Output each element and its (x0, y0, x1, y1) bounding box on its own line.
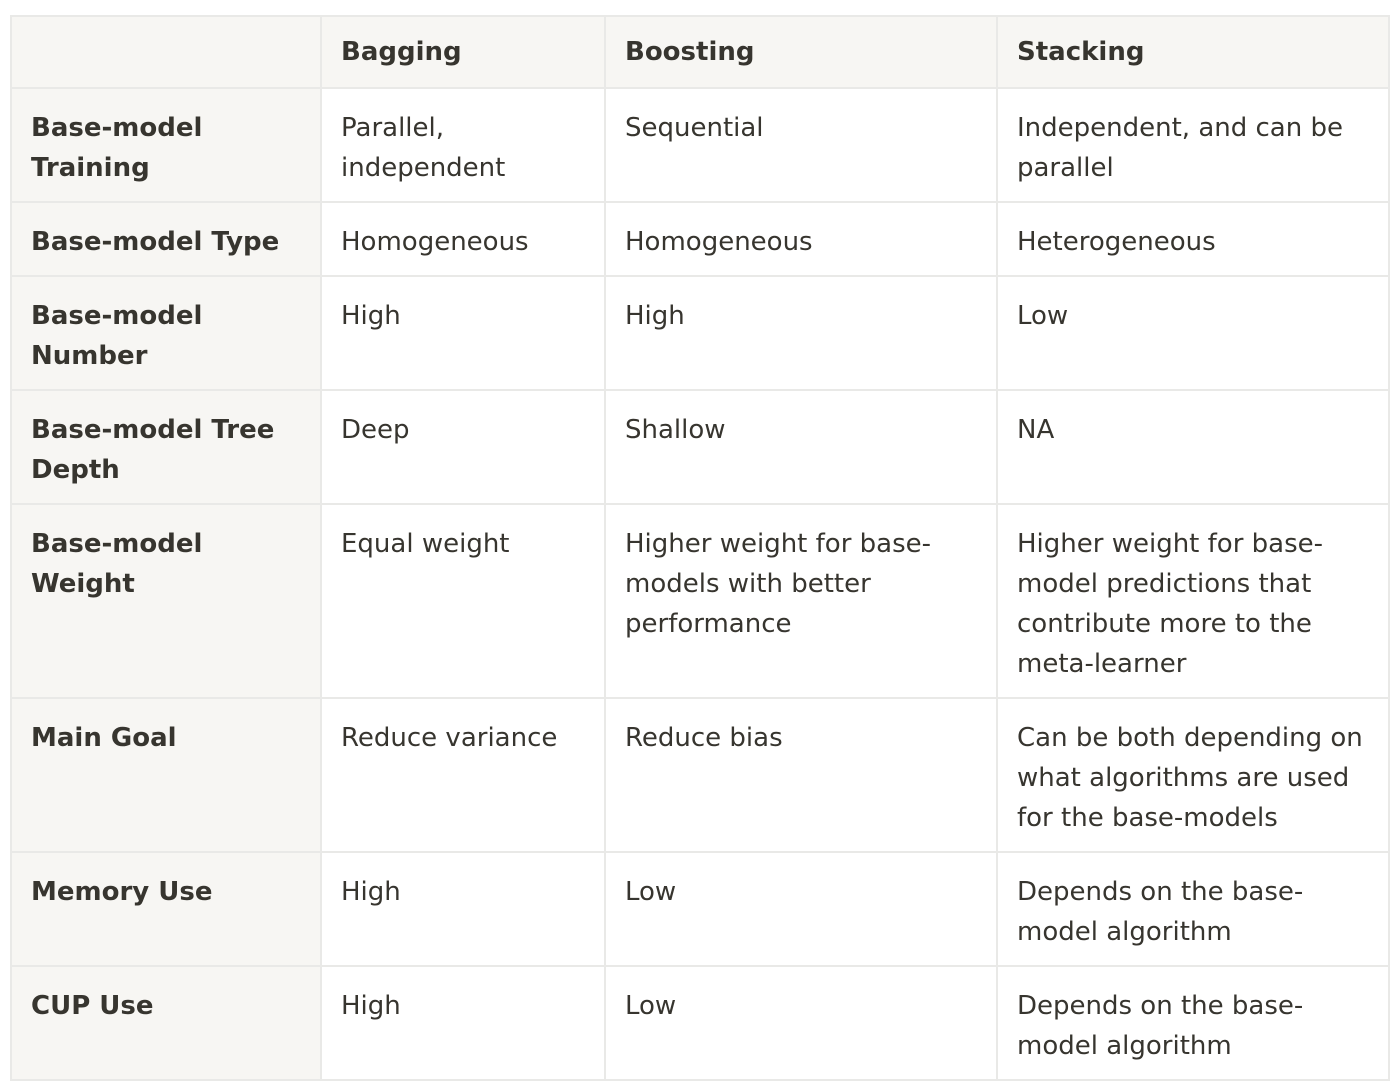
table-cell: Parallel, independent (320, 87, 606, 203)
table-cell: High (320, 965, 606, 1081)
table-cell: Depends on the base-model algorithm (996, 851, 1390, 967)
row-label: Base-model Weight (10, 503, 322, 699)
table-row: Memory Use High Low Depends on the base-… (10, 851, 1390, 967)
table-cell: Equal weight (320, 503, 606, 699)
row-label: Main Goal (10, 697, 322, 853)
table-cell: NA (996, 389, 1390, 505)
row-label: Base-model Type (10, 201, 322, 277)
header-cell-stacking: Stacking (996, 15, 1390, 89)
table-cell: Reduce bias (604, 697, 998, 853)
table-cell: Depends on the base-model algorithm (996, 965, 1390, 1081)
header-cell-bagging: Bagging (320, 15, 606, 89)
table-cell: Heterogeneous (996, 201, 1390, 277)
table-cell: Higher weight for base-models with bette… (604, 503, 998, 699)
table-cell: Low (604, 851, 998, 967)
table-cell: Higher weight for base-model predictions… (996, 503, 1390, 699)
comparison-table: Bagging Boosting Stacking Base-model Tra… (10, 15, 1390, 1081)
row-label: Base-model Tree Depth (10, 389, 322, 505)
table-row: Base-model Type Homogeneous Homogeneous … (10, 201, 1390, 277)
row-label: CUP Use (10, 965, 322, 1081)
header-row: Bagging Boosting Stacking (10, 15, 1390, 89)
row-label: Base-model Number (10, 275, 322, 391)
row-label: Base-model Training (10, 87, 322, 203)
table-cell: Low (996, 275, 1390, 391)
header-cell-boosting: Boosting (604, 15, 998, 89)
table-row: CUP Use High Low Depends on the base-mod… (10, 965, 1390, 1081)
table-cell: High (320, 851, 606, 967)
table-row: Base-model Number High High Low (10, 275, 1390, 391)
table-cell: Deep (320, 389, 606, 505)
comparison-table-container: Bagging Boosting Stacking Base-model Tra… (10, 15, 1390, 1081)
table-cell: Sequential (604, 87, 998, 203)
table-row: Base-model Training Parallel, independen… (10, 87, 1390, 203)
table-cell: High (320, 275, 606, 391)
table-cell: Can be both depending on what algorithms… (996, 697, 1390, 853)
table-cell: Reduce variance (320, 697, 606, 853)
row-label: Memory Use (10, 851, 322, 967)
table-cell: Low (604, 965, 998, 1081)
table-cell: Independent, and can be parallel (996, 87, 1390, 203)
table-row: Base-model Weight Equal weight Higher we… (10, 503, 1390, 699)
table-row: Main Goal Reduce variance Reduce bias Ca… (10, 697, 1390, 853)
table-cell: Shallow (604, 389, 998, 505)
table-cell: Homogeneous (604, 201, 998, 277)
table-cell: Homogeneous (320, 201, 606, 277)
table-row: Base-model Tree Depth Deep Shallow NA (10, 389, 1390, 505)
header-cell-empty (10, 15, 322, 89)
table-cell: High (604, 275, 998, 391)
